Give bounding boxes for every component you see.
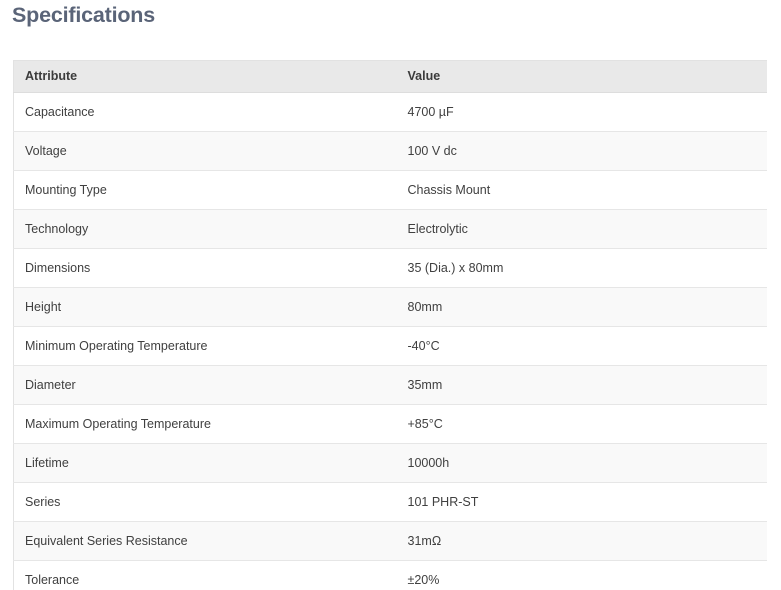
cell-value: Electrolytic (396, 209, 767, 249)
table-row: Mounting Type Chassis Mount (13, 170, 767, 210)
cell-attribute: Maximum Operating Temperature (13, 404, 397, 444)
cell-attribute: Series (13, 482, 397, 522)
cell-value: 10000h (396, 443, 767, 483)
cell-attribute: Lifetime (13, 443, 397, 483)
table-row: Voltage 100 V dc (13, 131, 767, 171)
cell-value: 100 V dc (396, 131, 767, 171)
cell-attribute: Equivalent Series Resistance (13, 521, 397, 561)
table-row: Minimum Operating Temperature -40°C (13, 326, 767, 366)
cell-attribute: Tolerance (13, 560, 397, 590)
table-row: Dimensions 35 (Dia.) x 80mm (13, 248, 767, 288)
cell-attribute: Minimum Operating Temperature (13, 326, 397, 366)
column-header-value: Value (396, 60, 767, 93)
cell-value: ±20% (396, 560, 767, 590)
column-header-attribute: Attribute (13, 60, 397, 93)
table-row: Lifetime 10000h (13, 443, 767, 483)
table-row: Maximum Operating Temperature +85°C (13, 404, 767, 444)
table-row: Series 101 PHR-ST (13, 482, 767, 522)
page-title: Specifications (12, 3, 155, 27)
cell-attribute: Height (13, 287, 397, 327)
cell-attribute: Technology (13, 209, 397, 249)
cell-value: Chassis Mount (396, 170, 767, 210)
cell-attribute: Voltage (13, 131, 397, 171)
table-header-row: Attribute Value (13, 60, 767, 93)
table-body: Capacitance 4700 µF Voltage 100 V dc Mountin… (13, 92, 767, 590)
cell-attribute: Capacitance (13, 92, 397, 132)
table-row: Diameter 35mm (13, 365, 767, 405)
cell-value: 4700 µF (396, 92, 767, 132)
cell-attribute: Dimensions (13, 248, 397, 288)
table-row: Capacitance 4700 µF (13, 92, 767, 132)
table-row: Equivalent Series Resistance 31mΩ (13, 521, 767, 561)
specifications-table-container: Attribute Value Capacitance 4700 µF Voltag… (13, 60, 767, 590)
table-row: Height 80mm (13, 287, 767, 327)
table-row: Tolerance ±20% (13, 560, 767, 590)
specifications-table: Attribute Value Capacitance 4700 µF Voltag… (13, 60, 767, 590)
cell-value: 101 PHR-ST (396, 482, 767, 522)
cell-value: 35mm (396, 365, 767, 405)
cell-attribute: Mounting Type (13, 170, 397, 210)
table-row: Technology Electrolytic (13, 209, 767, 249)
cell-value: +85°C (396, 404, 767, 444)
cell-value: -40°C (396, 326, 767, 366)
cell-value: 80mm (396, 287, 767, 327)
table-header: Attribute Value (13, 60, 767, 93)
cell-attribute: Diameter (13, 365, 397, 405)
cell-value: 35 (Dia.) x 80mm (396, 248, 767, 288)
cell-value: 31mΩ (396, 521, 767, 561)
